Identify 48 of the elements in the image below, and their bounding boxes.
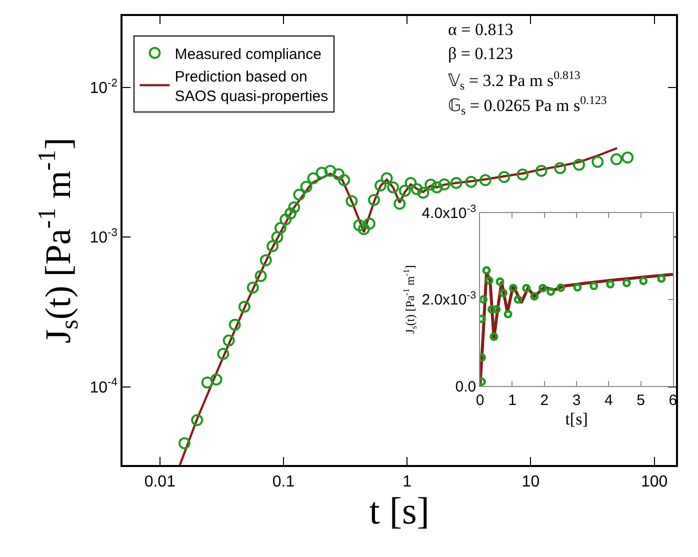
x-tick-label: 2 [540, 392, 549, 410]
legend-label: Measured compliance [174, 46, 322, 63]
point [496, 277, 504, 286]
point [492, 305, 501, 314]
x-tick-label: 100 [640, 473, 668, 490]
x-tick-label: 10 [522, 473, 540, 490]
annotation: 𝔾$_{s}$ = 0.0265 Pa m s$^{0.123}$ [448, 93, 607, 118]
x-axis-title: t[s] [565, 409, 588, 428]
y-tick-label: 0.0 [455, 378, 476, 396]
point [556, 283, 566, 292]
y-tick-label: 4.0x10$^{-3}$ [422, 202, 476, 222]
point [480, 295, 488, 304]
x-tick-label: 0.01 [144, 473, 176, 490]
point [484, 276, 494, 285]
annotation: 𝕍$_{s}$ = 3.2 Pa m s$^{0.813}$ [448, 68, 580, 93]
y-tick-label: 2.0x10$^{-3}$ [422, 289, 476, 309]
annotation: β = 0.123 [448, 44, 513, 63]
point [482, 266, 491, 275]
x-tick-label: 4 [604, 392, 613, 410]
point [498, 288, 508, 298]
point [622, 278, 631, 288]
point [490, 332, 498, 341]
x-tick-label: 1 [508, 392, 516, 410]
x-axis-title: t [s] [369, 490, 430, 532]
y-tick-label: 10$^{-3}$ [90, 226, 118, 247]
point [514, 295, 522, 304]
point [508, 284, 518, 292]
y-tick-label: 10$^{-4}$ [90, 376, 118, 396]
y-tick-label: 10$^{-2}$ [90, 77, 118, 97]
point [487, 305, 496, 314]
point [573, 283, 582, 292]
annotation: α = 0.813 [448, 20, 514, 39]
point [538, 284, 548, 292]
point [639, 276, 648, 286]
x-tick-label: 0.1 [272, 473, 295, 490]
point [504, 310, 512, 318]
x-tick-label: 5 [636, 392, 645, 410]
legend-label: Prediction based on SAOS quasi-properties [174, 68, 328, 105]
x-tick-label: 3 [572, 392, 581, 410]
point [657, 274, 666, 283]
point [522, 284, 531, 292]
point [530, 292, 539, 301]
point [546, 287, 556, 296]
x-tick-label: 0 [476, 392, 484, 410]
point [606, 280, 615, 289]
x-tick-label: 6 [668, 392, 678, 410]
point [590, 282, 598, 290]
x-tick-label: 1 [402, 473, 412, 490]
